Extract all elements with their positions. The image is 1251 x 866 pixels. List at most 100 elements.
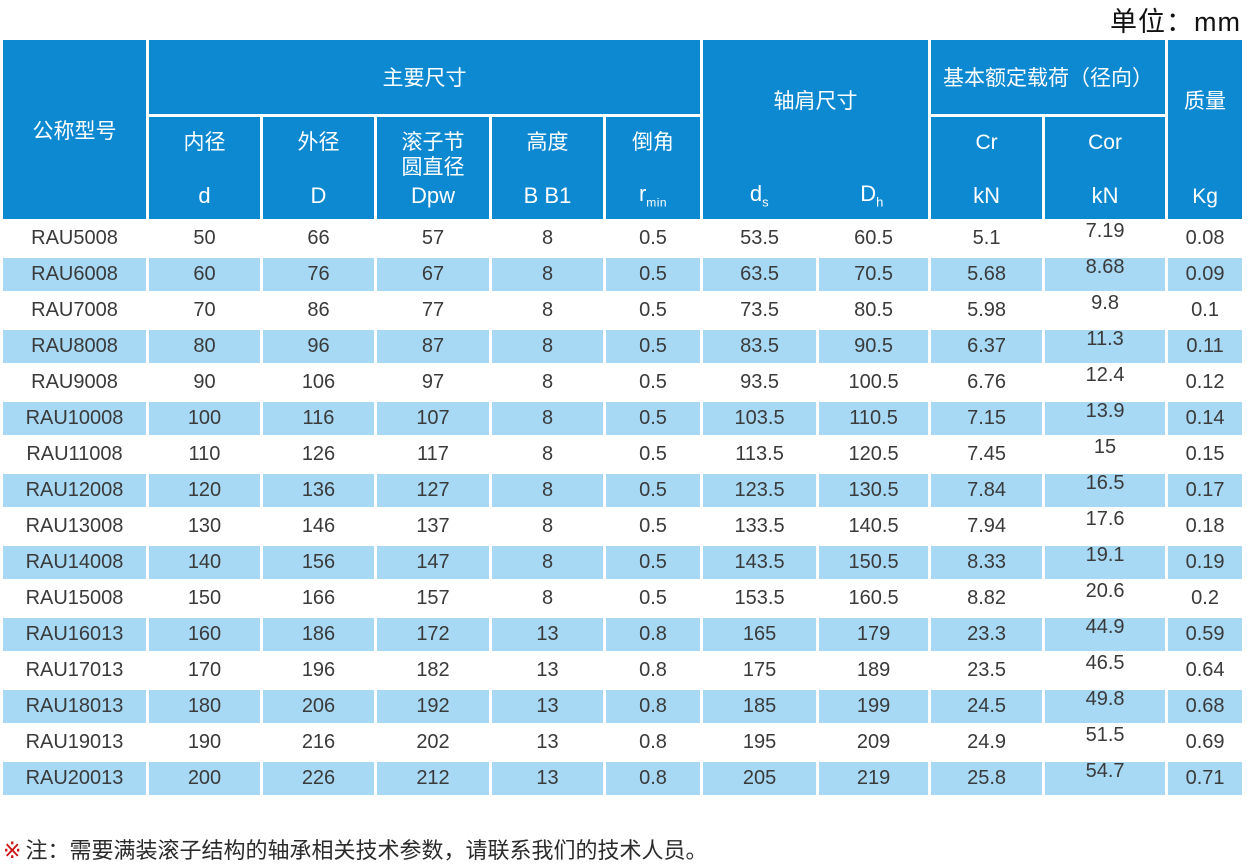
header-main-dims-group: 主要尺寸 — [149, 40, 701, 114]
cell-Cr: 5.68 — [931, 258, 1043, 291]
cell-Dh: 150.5 — [819, 546, 929, 579]
table-row: RAU16013 160 186 172 13 0.8 165 179 23.3 44.9 0.59 — [3, 618, 1243, 651]
cell-D: 166 — [263, 582, 374, 615]
cell-Kg: 0.59 — [1168, 618, 1243, 651]
cell-D: 86 — [263, 294, 374, 327]
cell-r-min: 0.5 — [606, 510, 701, 543]
cell-Cr: 7.84 — [931, 474, 1043, 507]
cell-ds: 83.5 — [703, 330, 817, 363]
table-row: RAU20013 200 226 212 13 0.8 205 219 25.8 54.7 0.71 — [3, 762, 1243, 795]
cell-Dh: 130.5 — [819, 474, 929, 507]
cell-d: 200 — [149, 762, 260, 795]
cell-B-B1: 13 — [492, 690, 603, 723]
header-ds-symbol: ds — [749, 180, 769, 209]
cell-Cor: 16.5 — [1045, 474, 1166, 507]
cell-Dpw: 97 — [377, 366, 489, 399]
cell-Cor: 19.1 — [1045, 546, 1166, 579]
cell-Dpw: 157 — [377, 582, 489, 615]
cell-Cr: 24.9 — [931, 726, 1043, 759]
cell-Dh: 80.5 — [819, 294, 929, 327]
cell-Cr: 8.82 — [931, 582, 1043, 615]
cell-d: 50 — [149, 222, 260, 255]
table-row: RAU5008 50 66 57 8 0.5 53.5 60.5 5.1 7.19 0.08 — [3, 222, 1243, 255]
cell-r-min: 0.8 — [606, 762, 701, 795]
footnote-text: 注：需要满装滚子结构的轴承相关技术参数，请联系我们的技术人员。 — [25, 838, 708, 863]
header-od: 外径 D — [263, 117, 374, 219]
cell-model: RAU18013 — [3, 690, 146, 723]
cell-Cr: 23.3 — [931, 618, 1043, 651]
table-row: RAU10008 100 116 107 8 0.5 103.5 110.5 7.15 13.9 0… — [3, 402, 1243, 435]
cell-r-min: 0.8 — [606, 726, 701, 759]
cell-r-min: 0.5 — [606, 438, 701, 471]
cell-model: RAU20013 — [3, 762, 146, 795]
cell-Kg: 0.68 — [1168, 690, 1243, 723]
cell-d: 170 — [149, 654, 260, 687]
cell-ds: 195 — [703, 726, 817, 759]
cell-d: 130 — [149, 510, 260, 543]
cell-Kg: 0.19 — [1168, 546, 1243, 579]
header-mass-unit: Kg — [1192, 185, 1218, 208]
cell-ds: 175 — [703, 654, 817, 687]
cell-D: 136 — [263, 474, 374, 507]
cell-Dpw: 117 — [377, 438, 489, 471]
header-load-group: 基本额定载荷（径向） — [931, 40, 1166, 114]
cell-d: 180 — [149, 690, 260, 723]
cell-D: 126 — [263, 438, 374, 471]
cell-Dh: 100.5 — [819, 366, 929, 399]
cell-Cor: 51.5 — [1045, 726, 1166, 759]
cell-model: RAU16013 — [3, 618, 146, 651]
footnote-marker: ※ — [3, 838, 22, 863]
footnote: ※ 注：需要满装滚子结构的轴承相关技术参数，请联系我们的技术人员。 — [3, 833, 707, 865]
cell-Cor: 44.9 — [1045, 618, 1166, 651]
cell-B-B1: 13 — [492, 726, 603, 759]
table-body: RAU5008 50 66 57 8 0.5 53.5 60.5 5.1 7.19 0.08 RAU6… — [3, 222, 1243, 795]
table-row: RAU12008 120 136 127 8 0.5 123.5 130.5 7.84 16.5 0… — [3, 474, 1243, 507]
shoulder-group-label: 轴肩尺寸 — [773, 90, 858, 113]
cell-D: 146 — [263, 510, 374, 543]
table-row: RAU14008 140 156 147 8 0.5 143.5 150.5 8.33 19.1 0… — [3, 546, 1243, 579]
cell-d: 120 — [149, 474, 260, 507]
cell-r-min: 0.5 — [606, 582, 701, 615]
cell-r-min: 0.8 — [606, 690, 701, 723]
cell-d: 70 — [149, 294, 260, 327]
cell-Dh: 110.5 — [819, 402, 929, 435]
header-mass-group: 质量 Kg — [1168, 40, 1243, 219]
cell-Dpw: 147 — [377, 546, 489, 579]
cell-D: 186 — [263, 618, 374, 651]
header-pitch-diameter: 滚子节 圆直径 Dpw — [377, 117, 489, 219]
cell-Kg: 0.64 — [1168, 654, 1243, 687]
cell-d: 80 — [149, 330, 260, 363]
table-row: RAU7008 70 86 77 8 0.5 73.5 80.5 5.98 9.8 0.1 — [3, 294, 1243, 327]
cell-d: 160 — [149, 618, 260, 651]
cell-Cr: 23.5 — [931, 654, 1043, 687]
cell-D: 116 — [263, 402, 374, 435]
cell-Dh: 120.5 — [819, 438, 929, 471]
cell-ds: 73.5 — [703, 294, 817, 327]
cell-Cr: 24.5 — [931, 690, 1043, 723]
table-row: RAU17013 170 196 182 13 0.8 175 189 23.5 46.5 0.64 — [3, 654, 1243, 687]
cell-Kg: 0.12 — [1168, 366, 1243, 399]
cell-model: RAU8008 — [3, 330, 146, 363]
cell-B-B1: 13 — [492, 654, 603, 687]
bearing-spec-table: 公称型号 主要尺寸 轴肩尺寸 ds Dh 基本额定载荷（径向） 质量 — [0, 37, 1245, 798]
cell-B-B1: 13 — [492, 762, 603, 795]
cell-Cr: 7.94 — [931, 510, 1043, 543]
cell-B-B1: 8 — [492, 330, 603, 363]
cell-B-B1: 8 — [492, 582, 603, 615]
cell-B-B1: 8 — [492, 546, 603, 579]
cell-D: 196 — [263, 654, 374, 687]
cell-r-min: 0.5 — [606, 546, 701, 579]
cell-Dpw: 202 — [377, 726, 489, 759]
cell-B-B1: 8 — [492, 438, 603, 471]
cell-Kg: 0.09 — [1168, 258, 1243, 291]
cell-Kg: 0.11 — [1168, 330, 1243, 363]
cell-Cor: 20.6 — [1045, 582, 1166, 615]
cell-B-B1: 8 — [492, 510, 603, 543]
header-cr: Cr kN — [931, 117, 1043, 219]
cell-Dh: 179 — [819, 618, 929, 651]
cell-Dh: 90.5 — [819, 330, 929, 363]
cell-Cr: 7.15 — [931, 402, 1043, 435]
cell-Cor: 8.68 — [1045, 258, 1166, 291]
cell-Cor: 13.9 — [1045, 402, 1166, 435]
cell-Cor: 17.6 — [1045, 510, 1166, 543]
